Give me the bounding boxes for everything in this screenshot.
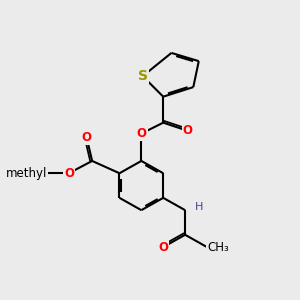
Text: S: S — [138, 69, 148, 83]
Text: O: O — [82, 131, 92, 144]
Text: O: O — [158, 241, 168, 254]
Text: H: H — [195, 202, 203, 212]
Text: methyl: methyl — [6, 167, 47, 180]
Text: CH₃: CH₃ — [207, 241, 229, 254]
Text: O: O — [183, 124, 193, 137]
Text: O: O — [136, 127, 146, 140]
Text: O: O — [64, 167, 74, 180]
